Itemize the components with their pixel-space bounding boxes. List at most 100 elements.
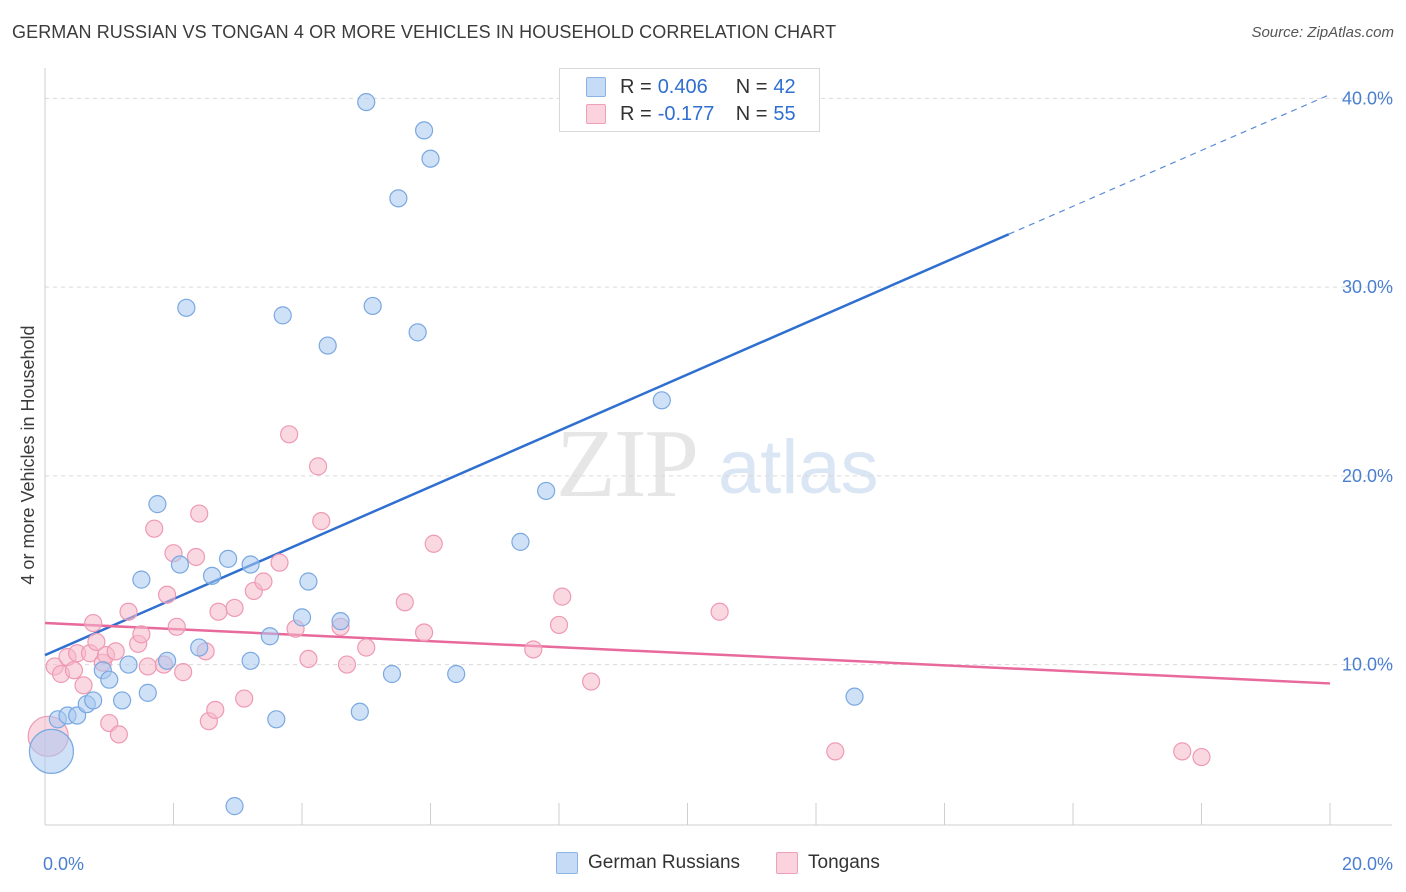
trend-lines (44, 93, 1331, 685)
point-tongans (132, 625, 151, 644)
y-tick-label: 30.0% (1342, 277, 1393, 297)
trend-line-extension (1008, 93, 1331, 235)
point-german-russians (537, 481, 556, 501)
legend-item-german-russians[interactable]: German Russians (556, 852, 740, 874)
point-tongans (337, 655, 357, 674)
gridlines (45, 97, 1392, 666)
point-german-russians (421, 149, 440, 168)
y-tick-label: 20.0% (1342, 466, 1393, 486)
watermark-atlas: atlas (718, 425, 879, 510)
y-axis-label: 4 or more Vehicles in Household (18, 325, 38, 584)
point-tongans (582, 672, 601, 691)
point-german-russians (357, 92, 376, 112)
point-german-russians (84, 691, 103, 710)
point-german-russians (511, 532, 530, 551)
stats-legend: R = 0.406 N = 42 R = -0.177 N = 55 (559, 68, 820, 132)
point-german-russians (112, 691, 132, 710)
point-tongans (549, 615, 569, 635)
point-tongans (109, 725, 128, 744)
point-german-russians (414, 121, 434, 140)
point-tongans (174, 663, 193, 682)
point-german-russians (652, 391, 671, 410)
y-tick-label: 40.0% (1342, 88, 1393, 108)
point-tongans (138, 657, 157, 676)
legend-swatch-tongans (586, 104, 606, 124)
axes (44, 68, 1392, 826)
point-german-russians (28, 728, 75, 774)
point-tongans (167, 617, 186, 636)
legend-n-value: 42 (773, 75, 796, 98)
point-german-russians (170, 555, 190, 574)
point-german-russians (219, 549, 238, 568)
legend-n-label: N = (735, 75, 768, 98)
point-tongans (74, 676, 93, 695)
legend-swatch-german-russians (586, 77, 606, 97)
point-tongans (186, 547, 206, 567)
point-german-russians (350, 702, 369, 721)
point-german-russians (292, 608, 312, 627)
trend-line-german-russians (44, 233, 1010, 657)
point-german-russians (363, 296, 382, 316)
point-german-russians (241, 651, 260, 670)
point-tongans (157, 585, 177, 604)
legend-item-label: German Russians (588, 852, 741, 873)
point-tongans (357, 638, 376, 657)
legend-r-label: R = (620, 75, 652, 98)
point-tongans (206, 700, 225, 719)
point-german-russians (225, 797, 244, 816)
point-tongans (1192, 747, 1211, 767)
point-tongans (87, 632, 106, 652)
point-tongans (524, 640, 543, 659)
legend-swatch-german-russians (556, 852, 578, 874)
legend-r-label: R = (620, 102, 652, 125)
chart-title: GERMAN RUSSIAN VS TONGAN 4 OR MORE VEHIC… (12, 22, 837, 42)
series-legend: German Russians Tongans (0, 852, 1406, 878)
point-tongans (312, 512, 331, 531)
legend-row-german-russians: R = 0.406 N = 42 (586, 74, 796, 100)
point-german-russians (389, 189, 408, 208)
point-german-russians (177, 298, 196, 317)
point-tongans (235, 689, 254, 708)
point-tongans (84, 613, 103, 633)
point-tongans (826, 742, 845, 761)
point-tongans (280, 425, 299, 444)
point-german-russians (260, 627, 279, 646)
point-tongans (106, 642, 125, 661)
point-tongans (1173, 742, 1192, 761)
tick-labels: 10.0% 20.0% 30.0% 40.0% 0.0% 20.0% (43, 88, 1393, 874)
point-tongans (145, 519, 164, 538)
point-german-russians (190, 638, 209, 657)
point-tongans (395, 593, 414, 612)
legend-swatch-tongans (776, 852, 798, 874)
point-tongans (270, 553, 289, 572)
y-tick-label: 10.0% (1342, 655, 1393, 675)
point-tongans (119, 602, 138, 621)
point-german-russians (267, 710, 286, 729)
point-german-russians (408, 323, 427, 342)
point-german-russians (100, 670, 119, 689)
point-german-russians (845, 687, 864, 706)
point-german-russians (382, 664, 402, 684)
point-tongans (308, 457, 328, 476)
legend-row-tongans: R = -0.177 N = 55 (586, 101, 796, 127)
point-german-russians (138, 683, 157, 702)
point-german-russians (318, 336, 337, 355)
point-tongans (254, 572, 273, 591)
legend-item-tongans[interactable]: Tongans (776, 852, 880, 874)
point-tongans (209, 602, 228, 621)
point-tongans (414, 623, 434, 642)
point-german-russians (202, 566, 222, 585)
point-tongans (424, 534, 443, 553)
point-tongans (225, 598, 244, 618)
point-tongans (64, 661, 84, 680)
point-german-russians (148, 495, 167, 514)
x-tick-label: 0.0% (43, 854, 84, 874)
point-german-russians (273, 306, 292, 325)
point-german-russians (299, 572, 318, 591)
source-label: Source: ZipAtlas.com (1251, 24, 1394, 41)
trend-line-tongans (44, 621, 1331, 685)
point-german-russians (119, 655, 138, 674)
legend-n-value: 55 (773, 102, 796, 125)
point-german-russians (241, 555, 260, 574)
